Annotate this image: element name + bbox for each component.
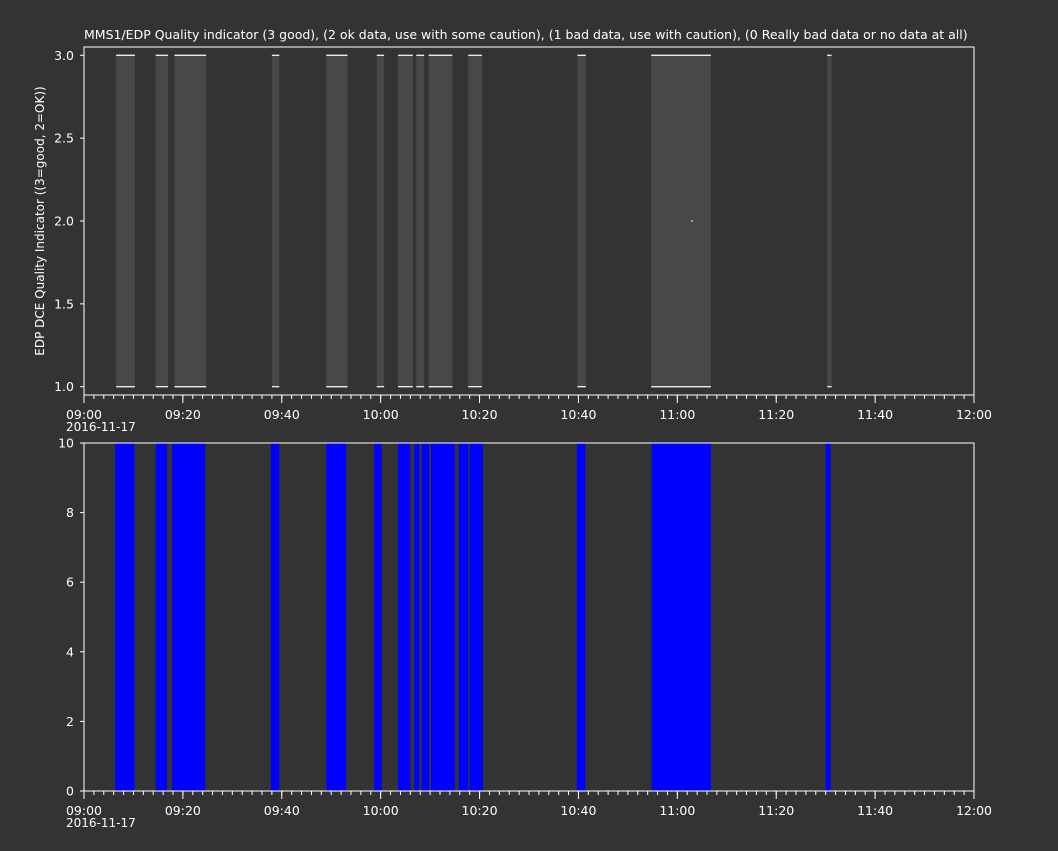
x-tick-label: 12:00 xyxy=(956,803,992,818)
quality-interval-bar xyxy=(577,55,586,387)
x-tick-label: 09:20 xyxy=(165,803,201,818)
data-bar xyxy=(431,443,455,791)
x-tick-label: 12:00 xyxy=(956,407,992,422)
quality-interval-bar xyxy=(116,55,135,387)
panel-title: MMS1/EDP Quality indicator (3 good), (2 … xyxy=(84,27,968,42)
x-tick-label: 11:00 xyxy=(659,803,695,818)
quality-interval-bar xyxy=(397,55,413,387)
y-tick-label: 6 xyxy=(66,575,74,590)
x-tick-label: 10:00 xyxy=(363,407,399,422)
plot-frame xyxy=(83,46,975,396)
data-bar xyxy=(115,443,135,791)
y-tick-label: 2.0 xyxy=(54,214,74,229)
quality-indicator-panel: MMS1/EDP Quality indicator (3 good), (2 … xyxy=(33,27,992,434)
x-tick-label: 10:40 xyxy=(560,407,596,422)
data-bar xyxy=(397,443,411,791)
x-tick-label: 10:20 xyxy=(462,803,498,818)
y-tick-label: 2.5 xyxy=(54,131,74,146)
quality-interval-bar xyxy=(651,55,711,387)
x-tick-label: 11:20 xyxy=(758,803,794,818)
date-label: 2016-11-17 xyxy=(66,420,136,434)
quality-interval-bar xyxy=(174,55,207,387)
x-tick-label: 10:40 xyxy=(560,803,596,818)
quality-interval-bar xyxy=(271,55,280,387)
data-bar xyxy=(326,443,347,791)
x-tick-label: 09:00 xyxy=(66,803,102,818)
x-tick-label: 09:40 xyxy=(264,407,300,422)
quality-interval-bar xyxy=(468,55,483,387)
data-bar xyxy=(458,443,469,791)
y-tick-label: 10 xyxy=(58,436,74,451)
data-bar xyxy=(270,443,280,791)
x-tick-label: 09:40 xyxy=(264,803,300,818)
x-tick-label: 11:40 xyxy=(857,407,893,422)
data-bar xyxy=(469,443,484,791)
data-bar xyxy=(421,443,430,791)
y-tick-label: 2 xyxy=(66,714,74,729)
x-tick-label: 10:20 xyxy=(462,407,498,422)
data-bar xyxy=(414,443,420,791)
y-tick-label: 1.0 xyxy=(54,379,74,394)
data-bar xyxy=(155,443,168,791)
data-bar xyxy=(374,443,382,791)
data-bar xyxy=(172,443,206,791)
x-tick-label: 11:20 xyxy=(758,407,794,422)
data-bar xyxy=(825,443,831,791)
quality-interval-bar xyxy=(416,55,425,387)
x-tick-label: 11:40 xyxy=(857,803,893,818)
quality-interval-bar xyxy=(428,55,453,387)
y-tick-label: 4 xyxy=(66,644,74,659)
plot-frame xyxy=(83,442,975,792)
x-tick-label: 11:00 xyxy=(659,407,695,422)
y-tick-label: 8 xyxy=(66,505,74,520)
quality-interval-bar xyxy=(155,55,169,387)
y-tick-label: 0 xyxy=(66,784,74,799)
quality-interval-bar xyxy=(326,55,348,387)
data-bar xyxy=(651,443,711,791)
y-tick-label: 1.5 xyxy=(54,296,74,311)
x-tick-label: 09:00 xyxy=(66,407,102,422)
x-tick-label: 09:20 xyxy=(165,407,201,422)
data-bar xyxy=(576,443,586,791)
y-tick-label: 3.0 xyxy=(54,48,74,63)
quality-count-panel: 2016-11-17 0 2 4 6 8 10 09:00 09:20 09:40 10:00 10… xyxy=(58,436,992,831)
quality-interval-bar xyxy=(827,55,832,387)
date-label: 2016-11-17 xyxy=(66,816,136,830)
quality-interval-bar xyxy=(376,55,385,387)
y-axis-label: EDP DCE Quality Indicator ((3=good, 2=OK… xyxy=(33,86,47,355)
x-tick-label: 10:00 xyxy=(363,803,399,818)
